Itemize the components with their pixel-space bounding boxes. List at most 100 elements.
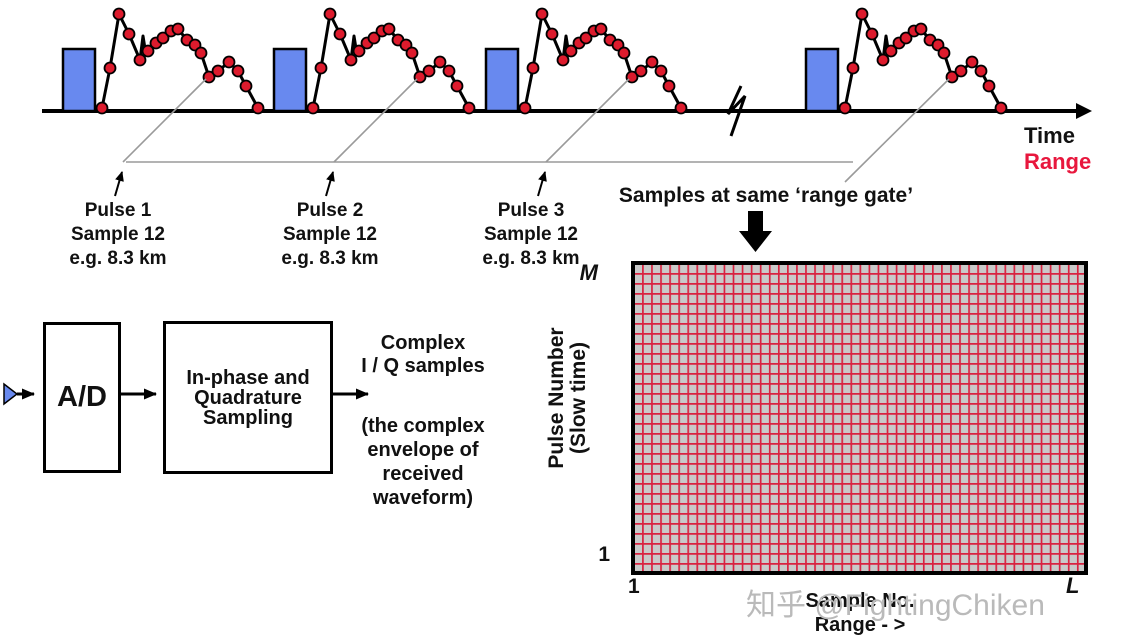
- sample-dot: [352, 44, 366, 58]
- transmit-pulse: [272, 47, 308, 113]
- sample-dot: [846, 61, 860, 75]
- sample-dot: [579, 31, 593, 45]
- sample-dot: [462, 101, 476, 115]
- axis-break-icon: [726, 85, 747, 137]
- sample-dot: [937, 46, 951, 60]
- iq-sampling-box: In-phase and Quadrature Sampling: [163, 321, 333, 474]
- sample-dot: [556, 53, 570, 67]
- sample-dot: [382, 22, 396, 36]
- sample-dot: [855, 7, 869, 21]
- sample-dot: [674, 101, 688, 115]
- pointer-arrow: [114, 171, 124, 197]
- range-gate-line: [122, 78, 207, 163]
- range-gate-line: [545, 78, 630, 163]
- note-line-2: envelope of: [367, 439, 479, 461]
- pulse-sample-label-line: Pulse 1: [84, 200, 152, 221]
- transmit-pulse: [61, 47, 97, 113]
- sample-dot: [112, 7, 126, 21]
- sample-dot: [239, 79, 253, 93]
- ad-converter-label: A/D: [57, 381, 107, 413]
- note-line-3: received: [382, 463, 464, 485]
- pulse-sample-label-line: e.g. 8.3 km: [281, 248, 379, 269]
- sample-dot: [405, 46, 419, 60]
- matrix-x-axis-label: Sample No.: [805, 590, 915, 612]
- sample-dot: [433, 55, 447, 69]
- pointer-arrow: [537, 171, 547, 197]
- note-line-4: waveform): [372, 487, 474, 509]
- sample-dot: [526, 61, 540, 75]
- pulse-sample-label-line: Sample 12: [71, 224, 165, 245]
- input-antenna-icon: [3, 382, 19, 406]
- sample-dot: [654, 64, 668, 78]
- pulse-sample-label-line: Sample 12: [283, 224, 377, 245]
- sample-dot: [95, 101, 109, 115]
- pulse-sample-label: Pulse 3 Sample 12 e.g. 8.3 km: [461, 199, 601, 271]
- pulse-group: [804, 7, 1008, 183]
- sample-dot: [450, 79, 464, 93]
- down-arrow-icon: [739, 211, 772, 252]
- watermark: 知乎 @FightingChiken: [746, 589, 1045, 622]
- sample-dot: [222, 55, 236, 69]
- sample-dot: [518, 101, 532, 115]
- range-gate-caption: Samples at same ‘range gate’: [618, 184, 914, 207]
- sample-dot: [306, 101, 320, 115]
- sample-dot: [211, 64, 225, 78]
- iq-box-line-1: In-phase and: [186, 366, 310, 389]
- matrix-y-axis-label: Pulse Number (Slow time): [545, 313, 592, 483]
- sample-dot: [617, 46, 631, 60]
- time-axis-label: Time: [1024, 123, 1075, 148]
- sample-dot: [122, 27, 136, 41]
- sample-dot: [535, 7, 549, 21]
- sample-dot: [333, 27, 347, 41]
- pulse-sample-label-line: e.g. 8.3 km: [69, 248, 167, 269]
- sample-dot: [645, 55, 659, 69]
- range-gate-line: [844, 78, 950, 183]
- data-matrix-grid: [631, 261, 1088, 575]
- sample-dot: [965, 55, 979, 69]
- time-axis-arrowhead: [1076, 103, 1092, 119]
- matrix-bottom-row-label: 1: [598, 543, 610, 566]
- sample-dot: [171, 22, 185, 36]
- matrix-first-col-label: 1: [628, 575, 640, 598]
- pulse-group: [484, 7, 688, 197]
- transmit-pulse: [804, 47, 840, 113]
- note-line-1: (the complex: [361, 415, 485, 437]
- sample-dot: [884, 44, 898, 58]
- sample-dot: [594, 22, 608, 36]
- ad-converter-box: A/D: [43, 322, 121, 473]
- sample-dot: [662, 79, 676, 93]
- sample-dot: [251, 101, 265, 115]
- sample-dot: [156, 31, 170, 45]
- pulse-sample-label-line: Pulse 2: [296, 200, 364, 221]
- y-axis-line-2: (Slow time): [567, 342, 590, 455]
- matrix-top-row-label: M: [579, 260, 598, 285]
- sample-dot: [994, 101, 1008, 115]
- pulse-sample-label-line: e.g. 8.3 km: [482, 248, 580, 269]
- sample-dot: [344, 53, 358, 67]
- y-axis-line-1: Pulse Number: [545, 327, 568, 469]
- complex-samples-label: Complex I / Q samples: [350, 332, 496, 378]
- sample-dot: [367, 31, 381, 45]
- sample-dot: [634, 64, 648, 78]
- range-gate-line: [333, 78, 418, 163]
- sample-dot: [323, 7, 337, 21]
- sample-dot: [133, 53, 147, 67]
- sample-dot: [954, 64, 968, 78]
- sample-dot: [876, 53, 890, 67]
- sample-dot: [865, 27, 879, 41]
- sample-dot: [914, 22, 928, 36]
- pulse-group: [61, 7, 265, 197]
- sample-dot: [564, 44, 578, 58]
- sample-dot: [141, 44, 155, 58]
- complex-samples-line-1: Complex: [380, 332, 466, 354]
- sample-dot: [982, 79, 996, 93]
- matrix-last-col-label: L: [1066, 573, 1080, 598]
- pulse-sample-label: Pulse 1 Sample 12 e.g. 8.3 km: [48, 199, 188, 271]
- iq-box-line-2: Quadrature: [194, 386, 302, 409]
- pointer-arrow: [325, 171, 335, 197]
- transmit-pulse: [484, 47, 520, 113]
- pulse-group: [272, 7, 476, 197]
- sample-dot: [442, 64, 456, 78]
- pulse-sample-label-line: Sample 12: [484, 224, 578, 245]
